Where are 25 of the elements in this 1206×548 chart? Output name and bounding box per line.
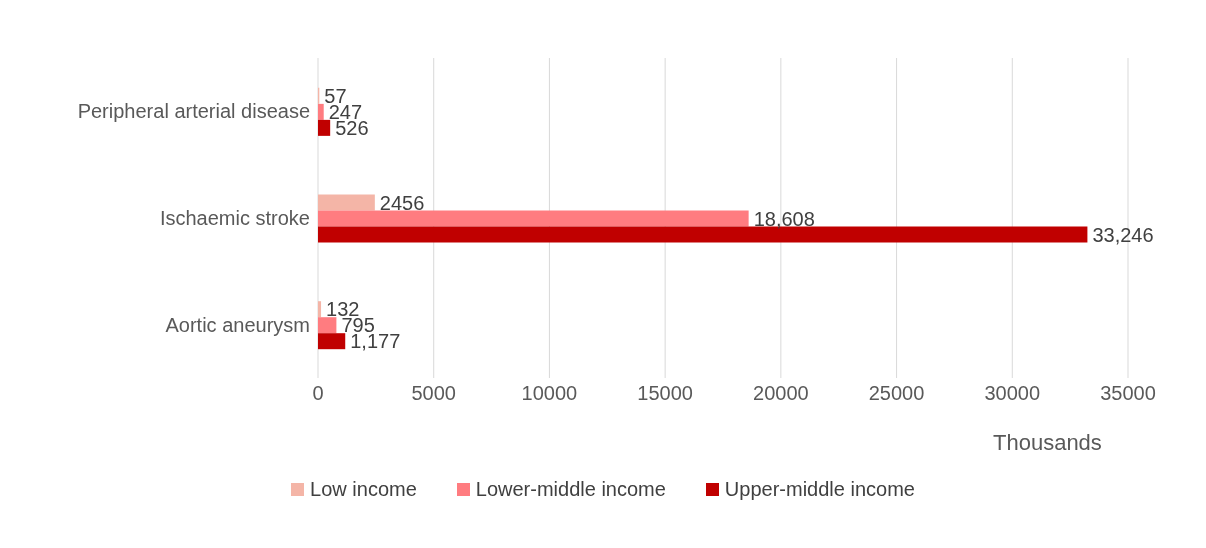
legend-label: Lower-middle income [475, 478, 666, 501]
legend-label: Low income [310, 478, 417, 501]
bar [318, 210, 749, 227]
data-label: 33,246 [1092, 223, 1154, 246]
data-label: 2456 [379, 191, 425, 214]
x-tick-label: 35000 [1100, 382, 1156, 405]
legend-label: Upper-middle income [724, 478, 915, 501]
y-tick-label: Aortic aneurysm [165, 313, 310, 336]
bar [318, 119, 331, 136]
bar [318, 317, 337, 334]
x-tick-label: 20000 [753, 382, 809, 405]
x-tick-label: 30000 [984, 382, 1041, 405]
x-axis-title: Thousands [993, 430, 1102, 456]
y-tick-label: Peripheral arterial disease [77, 100, 310, 123]
x-tick-label: 5000 [411, 382, 456, 405]
data-label: 18,608 [753, 207, 815, 230]
x-tick-label: 15000 [637, 382, 693, 405]
bar [318, 333, 346, 350]
bar [318, 103, 324, 120]
bar [318, 301, 322, 318]
bar [318, 194, 375, 211]
x-tick-label: 10000 [521, 382, 578, 405]
x-tick-label: 25000 [868, 382, 925, 405]
x-tick-label: 0 [312, 382, 324, 405]
y-tick-label: Ischaemic stroke [159, 207, 310, 230]
